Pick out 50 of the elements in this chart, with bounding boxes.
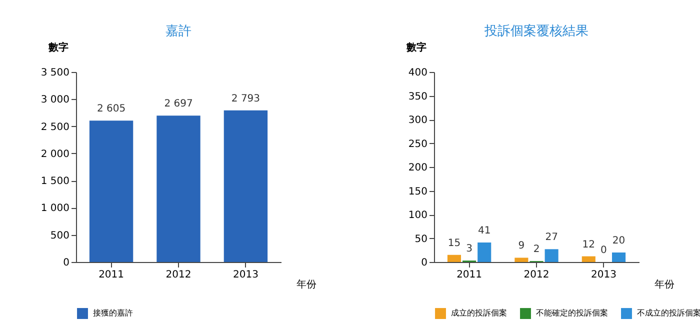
data-label: 2 697 [164,98,193,110]
data-label: 15 [448,238,461,249]
data-label: 0 [600,245,607,256]
y-tick-label: 0 [421,258,428,268]
data-label: 12 [582,239,596,250]
y-tick-label: 200 [408,162,428,174]
data-label: 41 [478,226,491,237]
y-tick-label: 300 [408,115,428,126]
data-label: 27 [545,232,558,244]
bar [544,249,558,262]
y-axis-title: 數字 [406,42,426,54]
y-tick-label: 500 [50,230,70,242]
y-tick-label: 1 500 [40,176,70,188]
y-tick-label: 1 000 [40,203,70,214]
chart-title: 嘉許 [166,24,192,39]
x-axis-title: 年份 [654,278,674,290]
x-tick-label: 2012 [166,270,192,280]
data-label: 2 793 [231,93,260,104]
chart-title: 投訴個案覆核結果 [484,23,588,39]
x-axis-title: 年份 [296,278,316,290]
bar [582,256,596,262]
y-tick-label: 100 [408,210,428,221]
y-tick-label: 350 [408,91,428,102]
data-label: 20 [612,236,626,246]
data-label: 3 [466,244,472,255]
y-axis-title: 數字 [48,42,68,54]
x-tick-label: 2011 [98,270,124,280]
bar [447,254,461,262]
legend-label: 接獲的嘉許 [93,308,133,318]
y-tick-label: 150 [408,186,428,198]
x-tick-label: 2013 [590,270,616,280]
bar [478,242,492,262]
x-tick-label: 2012 [524,270,550,280]
legend-label: 成立的投訴個案 [451,308,507,318]
y-tick-label: 3 000 [40,94,70,106]
y-tick-label: 2 000 [40,148,70,160]
y-tick-label: 3 500 [40,68,70,78]
data-label: 2 [533,244,540,256]
data-label: 2 605 [96,104,126,115]
y-tick-label: 0 [63,258,70,268]
legend-label: 不能確定的投訴個案 [536,308,608,318]
x-tick-label: 2013 [232,270,258,280]
y-tick-label: 50 [414,234,428,245]
x-tick-label: 2011 [456,270,482,280]
y-tick-label: 250 [408,138,428,150]
y-tick-label: 400 [408,68,428,78]
bar [514,258,528,262]
y-tick-label: 2 500 [40,122,70,133]
bar [612,252,626,262]
data-label: 9 [518,240,525,252]
